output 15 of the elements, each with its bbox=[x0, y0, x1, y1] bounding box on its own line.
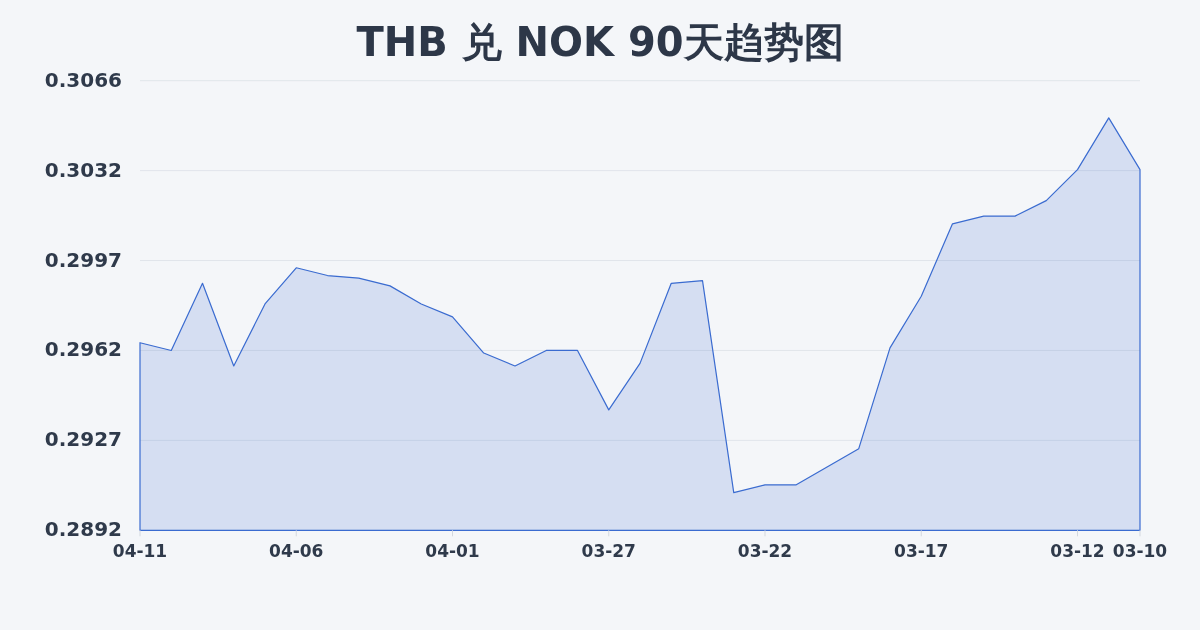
x-tick-label: 03-10 bbox=[1112, 541, 1168, 561]
y-tick-label: 0.2962 bbox=[44, 336, 122, 361]
y-tick-label: 0.3066 bbox=[44, 67, 122, 92]
x-tick-label: 03-12 bbox=[1050, 541, 1105, 561]
y-tick-label: 0.2892 bbox=[44, 516, 122, 541]
y-tick-label: 0.3032 bbox=[44, 157, 122, 182]
x-tick-label: 03-17 bbox=[894, 541, 949, 561]
x-tick-label: 04-01 bbox=[425, 541, 480, 561]
x-tick-label: 04-11 bbox=[112, 541, 168, 561]
y-tick-label: 0.2997 bbox=[44, 247, 122, 272]
x-tick-label: 04-06 bbox=[269, 541, 324, 561]
x-tick-label: 03-22 bbox=[737, 541, 793, 561]
y-tick-label: 0.2927 bbox=[44, 426, 122, 451]
title: THB 兑 NOK 90天趋势图 bbox=[356, 19, 844, 65]
x-tick-label: 03-27 bbox=[581, 541, 636, 561]
